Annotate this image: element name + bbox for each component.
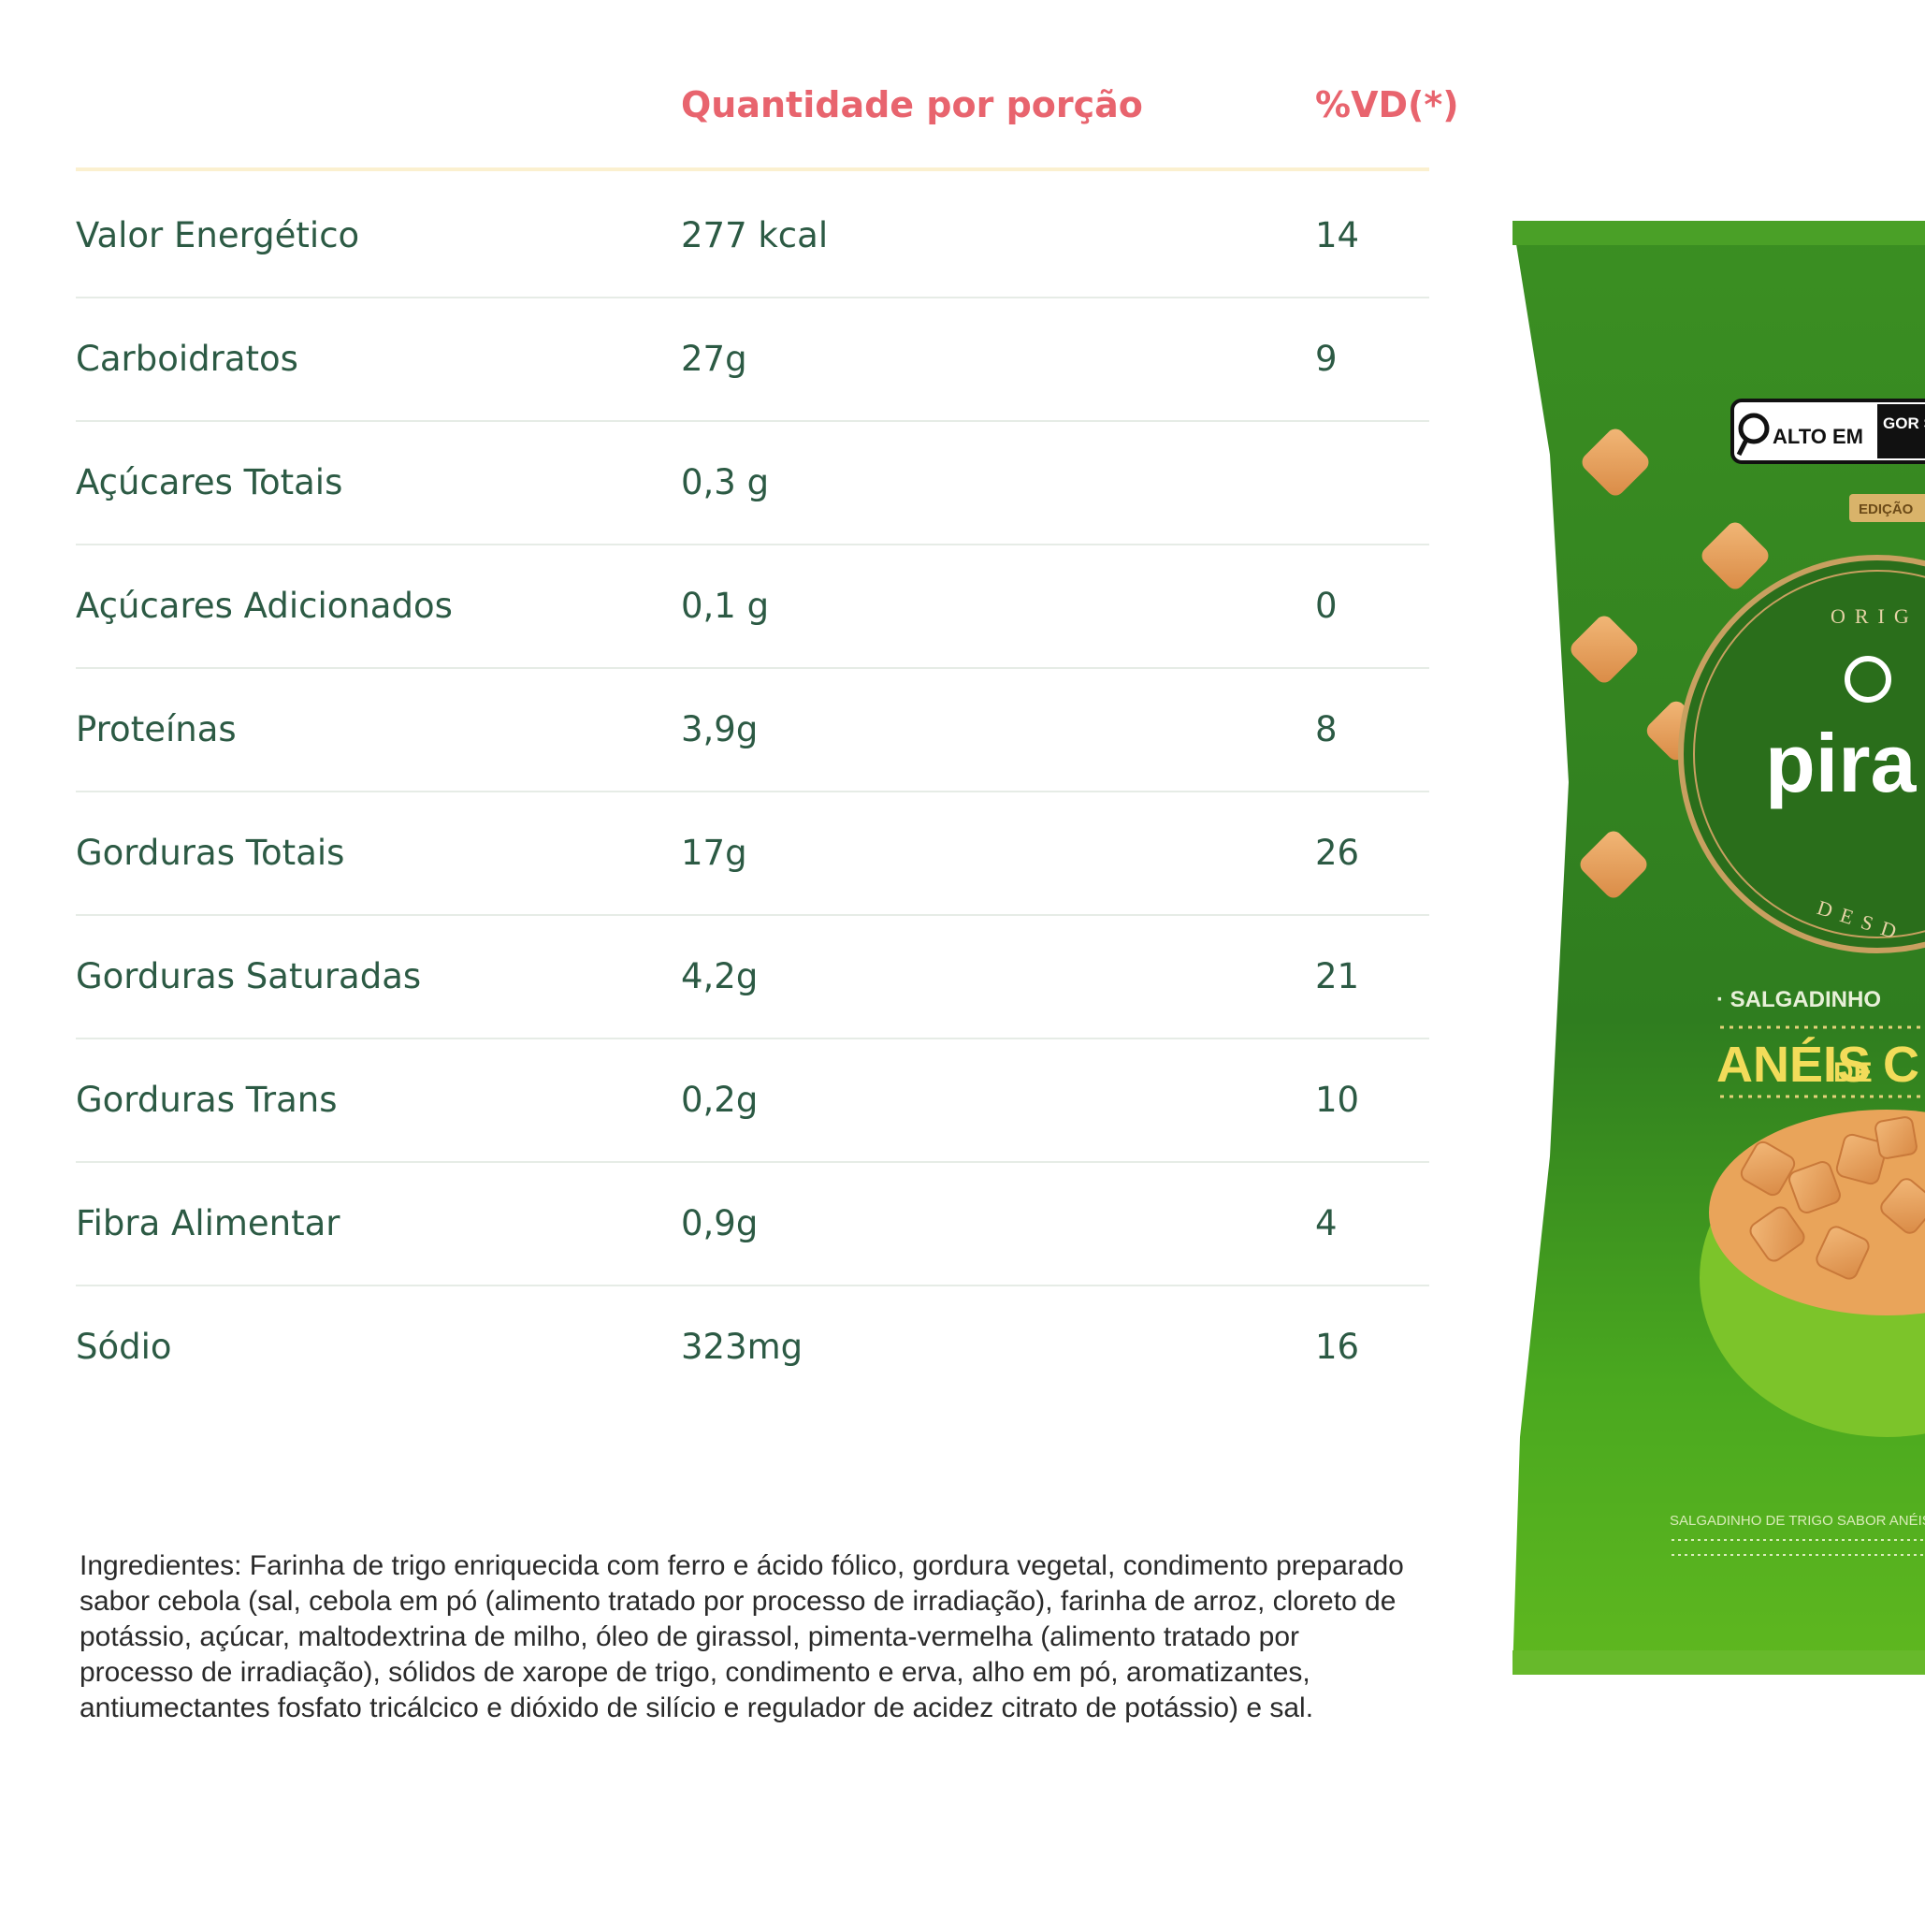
nutrient-name: Sódio [76,1327,172,1367]
table-row: Gorduras Trans 0,2g 10 [76,1039,1429,1163]
nutrient-name: Açúcares Adicionados [76,586,453,626]
table-row: Gorduras Totais 17g 26 [76,792,1429,916]
nutrient-name: Gorduras Saturadas [76,956,422,996]
nutrient-daily-value: 8 [1315,709,1338,749]
nutrient-quantity: 0,1 g [681,586,770,626]
nutrient-quantity: 0,2g [681,1080,759,1120]
fine-print: SALGADINHO DE TRIGO SABOR ANÉIS DE [1670,1513,1925,1529]
nutrient-daily-value: 21 [1315,956,1360,996]
nutrient-name: Carboidratos [76,339,298,379]
snack-pattern [1570,429,1769,898]
seal-top-text: ORIG [1831,604,1918,628]
edition-text: EDIÇÃO [1859,501,1914,517]
table-row: Proteínas 3,9g 8 [76,668,1429,792]
table-row: Sódio 323mg 16 [76,1286,1429,1408]
nutrient-daily-value: 16 [1315,1327,1360,1367]
flavor-name-de: DE [1833,1057,1873,1088]
nutrient-daily-value: 14 [1315,215,1360,255]
nutrient-daily-value: 9 [1315,339,1338,379]
nutrient-name: Valor Energético [76,215,360,255]
snack-bowl [1700,1110,1925,1437]
nutrient-name: Gorduras Trans [76,1080,338,1120]
nutrient-name: Açúcares Totais [76,462,343,502]
nutrient-quantity: 323mg [681,1327,803,1367]
nutrient-quantity: 0,9g [681,1203,759,1243]
table-row: Açúcares Adicionados 0,1 g 0 [76,545,1429,669]
flavor-name-part2: C [1883,1037,1919,1093]
nutrient-daily-value: 26 [1315,833,1360,873]
table-row: Açúcares Totais 0,3 g [76,421,1429,545]
nutrient-daily-value: 0 [1315,586,1338,626]
product-subtitle: · SALGADINHO [1716,987,1881,1012]
column-header-quantity: Quantidade por porção [681,84,1143,125]
nutrient-quantity: 277 kcal [681,215,829,255]
nutrient-daily-value: 4 [1315,1203,1338,1243]
nutrient-name: Proteínas [76,709,237,749]
brand-name: pira [1765,717,1917,809]
nutrient-name: Gorduras Totais [76,833,345,873]
nutrient-quantity: 4,2g [681,956,759,996]
flavor-name-part1: ANÉIS [1716,1037,1871,1093]
bag-crimp-bottom [1512,1650,1925,1675]
nutrient-quantity: 0,3 g [681,462,770,502]
nutrient-name: Fibra Alimentar [76,1203,340,1243]
column-header-daily-value: %VD(*) [1315,84,1459,125]
edition-ribbon [1849,494,1925,522]
table-row: Carboidratos 27g 9 [76,298,1429,422]
header-divider [76,167,1429,171]
nutrient-quantity: 3,9g [681,709,759,749]
brand-seal: ORIG pira DESD [1678,555,1925,953]
nutrient-quantity: 17g [681,833,747,873]
table-row: Fibra Alimentar 0,9g 4 [76,1162,1429,1286]
warning-alto-em: ALTO EM [1773,425,1863,448]
product-package-image: ALTO EM GOR SATU EDIÇÃO ORIG pira DESD ·… [1512,221,1925,1675]
warning-rest: GOR SATU [1883,414,1925,432]
table-row: Gorduras Saturadas 4,2g 21 [76,915,1429,1039]
magnifier-icon [1738,413,1770,444]
ingredients-text: Ingredientes: Farinha de trigo enriqueci… [80,1550,1404,1723]
brand-logo-icon [1845,656,1891,703]
nutrient-daily-value: 10 [1315,1080,1360,1120]
bag-crimp-top [1512,221,1925,245]
nutrient-quantity: 27g [681,339,747,379]
warning-label: ALTO EM GOR SATU [1730,399,1925,464]
table-row: Valor Energético 277 kcal 14 [76,174,1429,298]
snack-bag-illustration: ALTO EM GOR SATU EDIÇÃO ORIG pira DESD ·… [1512,221,1925,1675]
